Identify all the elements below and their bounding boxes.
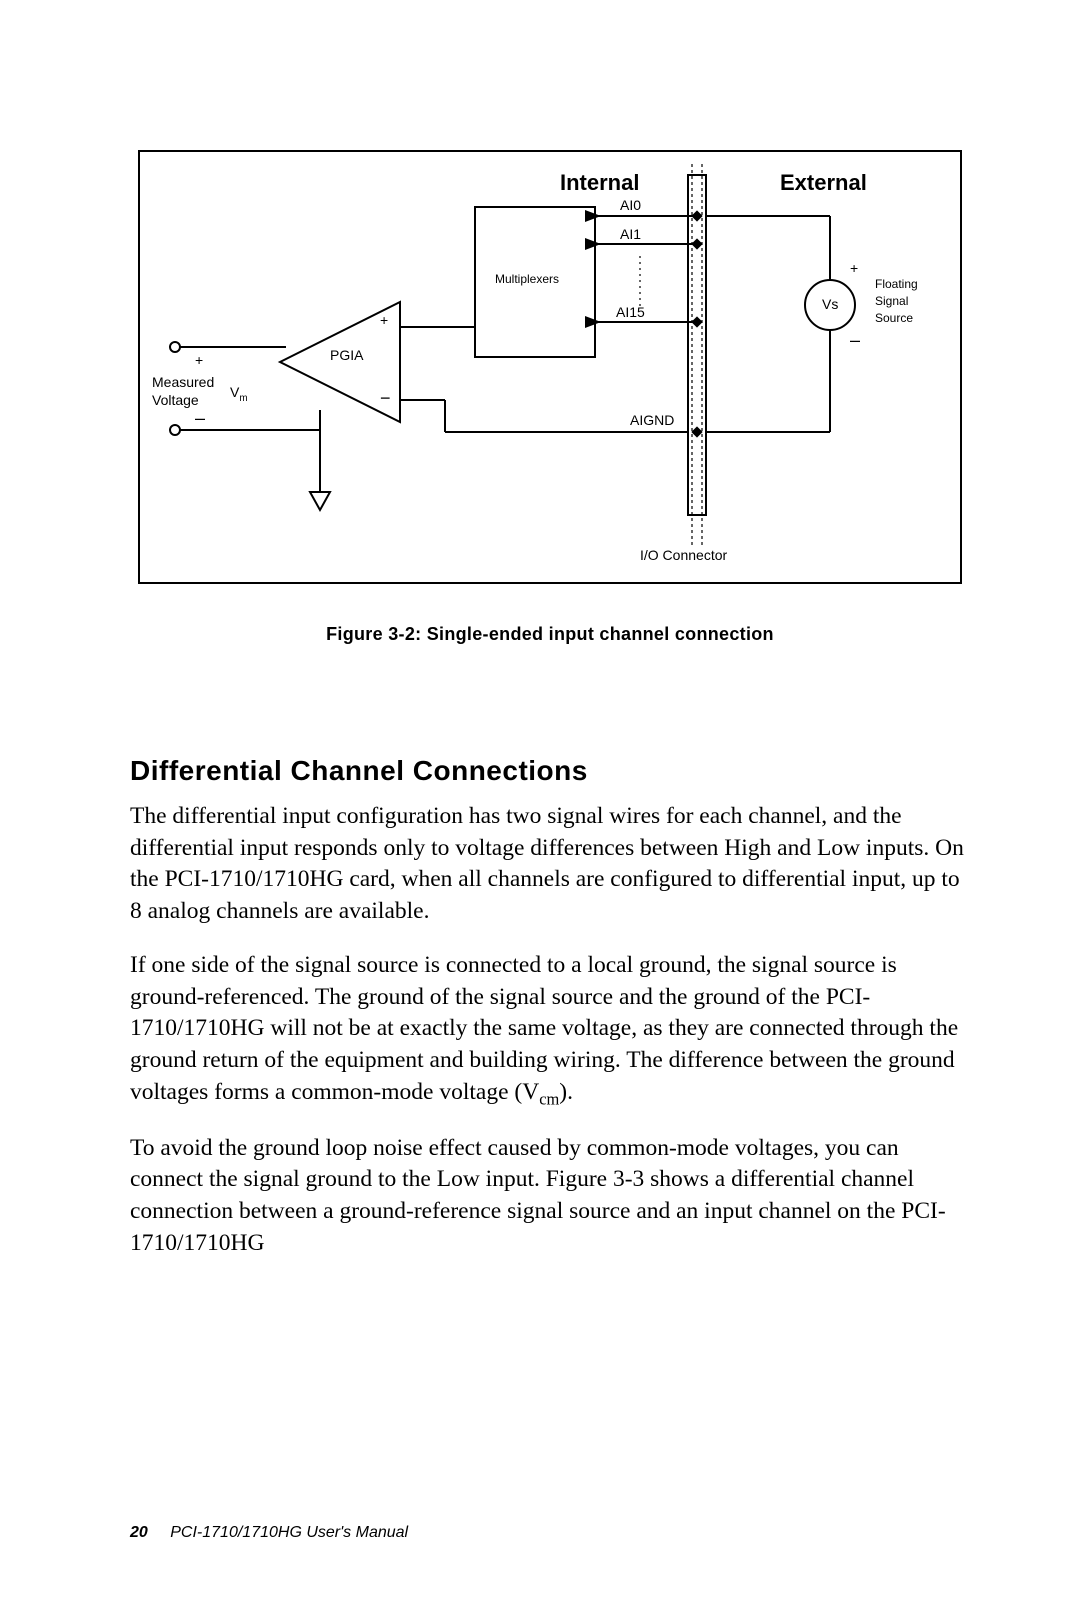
label-floating: Floating [875, 277, 918, 291]
figure-diagram: Internal External AI0 AI1 AI15 Multiplex… [138, 150, 962, 584]
label-aignd: AIGND [630, 412, 674, 428]
label-vs-minus: – [850, 330, 860, 351]
label-ai15: AI15 [616, 304, 645, 320]
label-ai1: AI1 [620, 226, 641, 242]
label-external: External [780, 170, 867, 196]
label-vm-minus: – [195, 408, 205, 429]
label-vs: Vs [822, 296, 838, 312]
label-vm-plus: + [195, 352, 203, 368]
label-io-connector: I/O Connector [640, 547, 727, 563]
figure-caption: Figure 3-2: Single-ended input channel c… [130, 624, 970, 645]
label-vm-v: V [230, 384, 239, 400]
page-footer: 20 PCI-1710/1710HG User's Manual [130, 1524, 408, 1542]
paragraph-3: To avoid the ground loop noise effect ca… [130, 1133, 970, 1260]
paragraph-2-b: ). [559, 1079, 573, 1105]
label-internal: Internal [560, 170, 639, 196]
label-ai0: AI0 [620, 197, 641, 213]
label-vs-plus: + [850, 260, 858, 276]
paragraph-2-a: If one side of the signal source is conn… [130, 952, 958, 1105]
label-signal: Signal [875, 294, 908, 308]
paragraph-2-cm: cm [539, 1089, 559, 1108]
footer-title: PCI-1710/1710HG User's Manual [170, 1524, 408, 1541]
label-vm-m: m [239, 393, 247, 404]
label-measured: Measured [152, 374, 214, 390]
label-vm: Vm [230, 384, 248, 404]
label-pgia-plus: + [380, 312, 388, 328]
label-source: Source [875, 311, 913, 325]
page-number: 20 [130, 1524, 148, 1541]
document-page: Internal External AI0 AI1 AI15 Multiplex… [0, 0, 1080, 1622]
label-voltage: Voltage [152, 392, 199, 408]
section-heading: Differential Channel Connections [130, 755, 970, 787]
label-multiplexers: Multiplexers [495, 272, 559, 286]
label-pgia-minus: − [380, 388, 391, 409]
paragraph-1: The differential input configuration has… [130, 801, 970, 928]
paragraph-2: If one side of the signal source is conn… [130, 950, 970, 1111]
label-pgia: PGIA [330, 347, 363, 363]
